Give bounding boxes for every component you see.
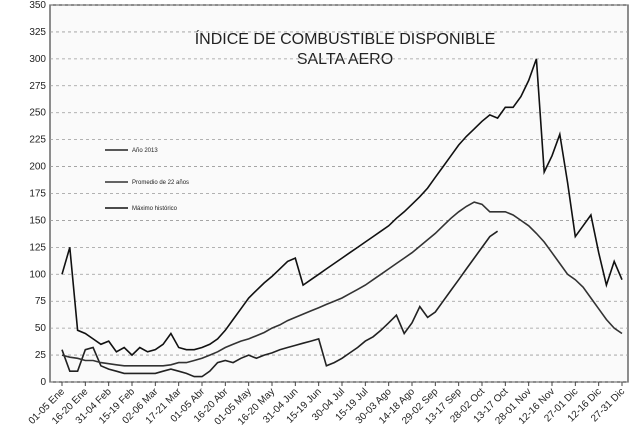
series-line: [61, 230, 499, 378]
y-tick-label: 75: [35, 296, 47, 307]
y-tick-label: 250: [29, 108, 46, 119]
y-tick-label: 325: [29, 27, 46, 38]
y-tick-label: 125: [29, 242, 46, 253]
legend-label: Año 2013: [132, 148, 158, 154]
y-tick-label: 225: [29, 135, 46, 146]
y-tick-label: 25: [35, 350, 47, 361]
y-tick-label: 0: [40, 377, 46, 388]
y-tick-label: 100: [29, 269, 46, 280]
chart-title: ÍNDICE DE COMBUSTIBLE DISPONIBLE: [195, 29, 496, 48]
chart-subtitle: SALTA AERO: [297, 51, 393, 68]
series-line: [61, 201, 623, 367]
legend-label: Máximo histórico: [132, 206, 178, 212]
legend-label: Promedio de 22 años: [132, 180, 189, 186]
y-tick-label: 200: [29, 162, 46, 173]
y-tick-label: 350: [29, 0, 46, 11]
y-tick-label: 50: [35, 323, 47, 334]
series-line: [61, 58, 623, 357]
y-tick-label: 275: [29, 81, 46, 92]
y-tick-label: 300: [29, 54, 46, 65]
y-tick-label: 175: [29, 189, 46, 200]
y-tick-label: 150: [29, 215, 46, 226]
